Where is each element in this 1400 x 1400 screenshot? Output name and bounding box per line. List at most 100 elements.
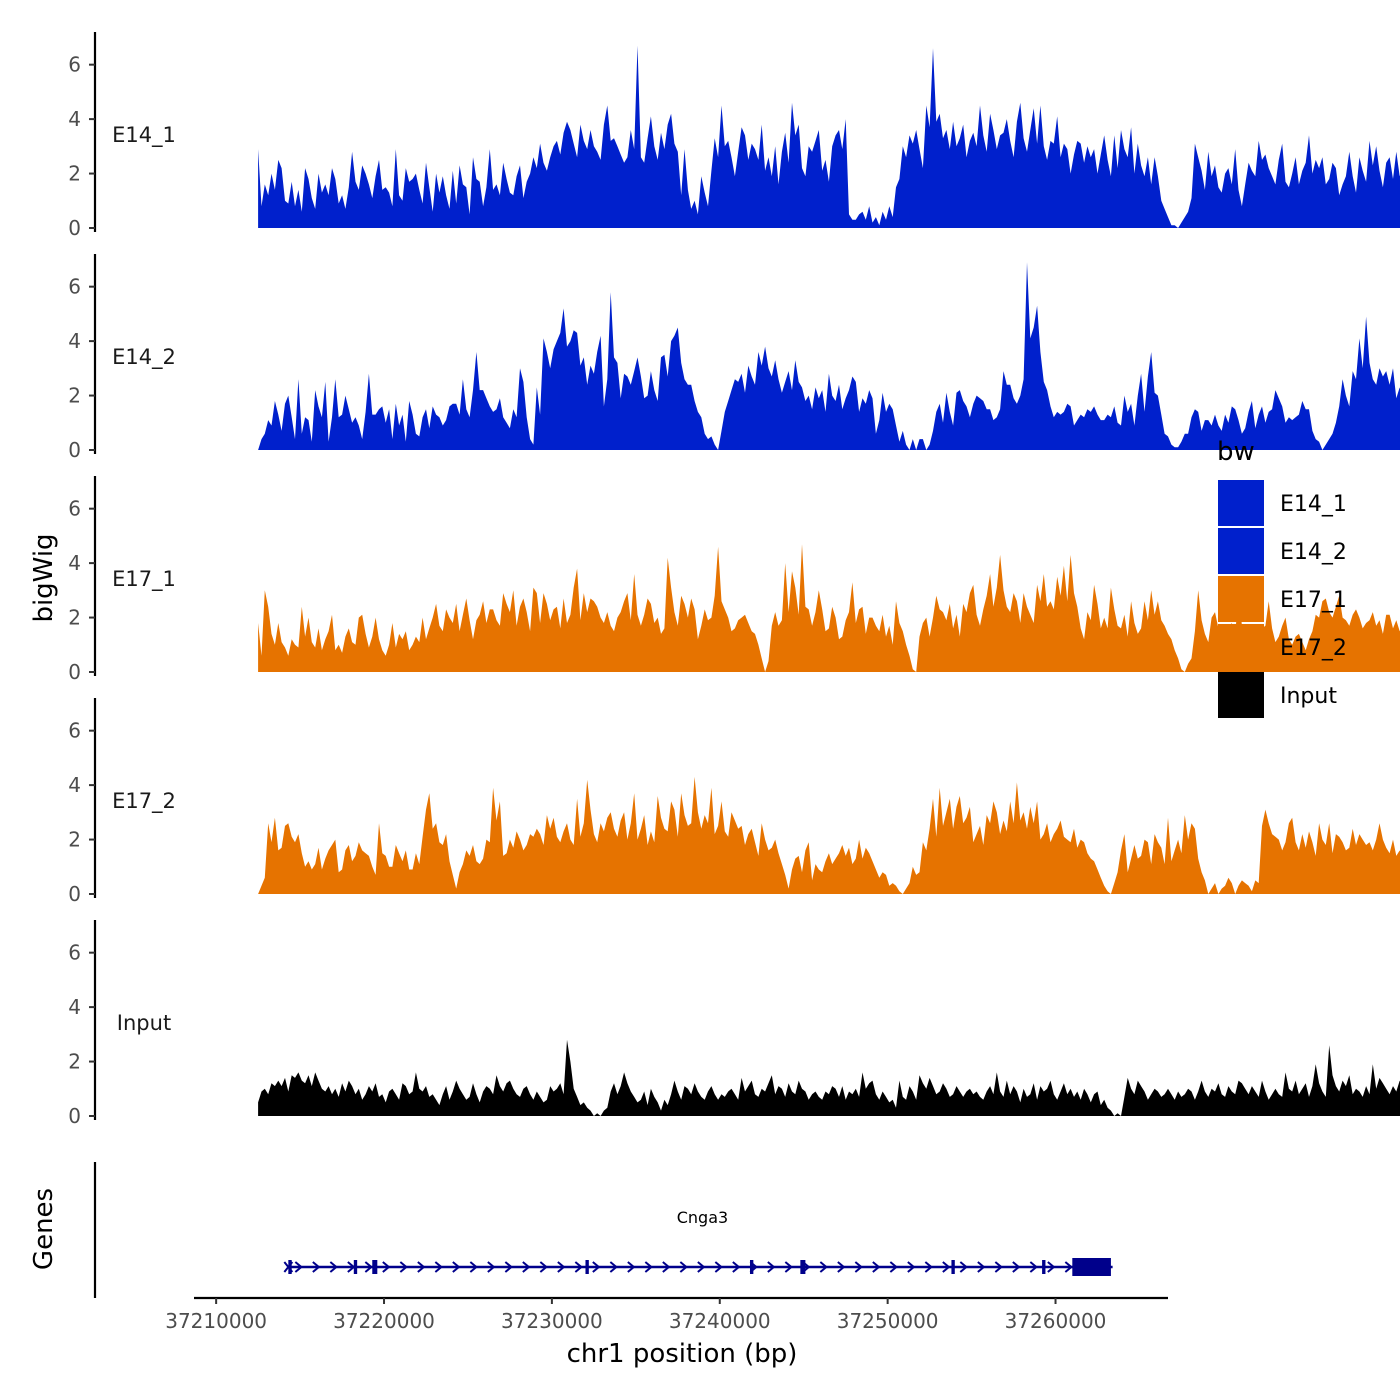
strand-arrow (942, 1261, 951, 1273)
gene-exon (372, 1260, 378, 1274)
y-tick-label: 0 (68, 882, 81, 906)
x-axis: 37210000 37220000 37230000 37240000 37250000… (165, 1296, 1168, 1333)
strand-arrow (714, 1261, 723, 1273)
track-label: E14_2 (112, 345, 176, 370)
y-tick-label: 6 (68, 497, 81, 521)
strand-arrow (469, 1261, 478, 1273)
track-label: E17_2 (112, 789, 176, 814)
x-tick-label: 37220000 (333, 1309, 435, 1333)
legend-label: E14_2 (1280, 540, 1347, 565)
strand-arrow (487, 1261, 496, 1273)
y-tick-label: 2 (68, 1050, 81, 1074)
x-tick-label: 37240000 (669, 1309, 771, 1333)
track-label: E17_1 (112, 567, 176, 592)
strand-arrow (1047, 1261, 1056, 1273)
legend-swatch-E17_1 (1218, 576, 1264, 622)
track-E17_1: 0 2 4 6 E17_1 (68, 476, 1400, 684)
y-tick-label: 4 (68, 329, 81, 353)
coverage-area-E17_2 (258, 776, 1400, 894)
gene-start-cross-icon (283, 1261, 294, 1273)
strand-arrow (399, 1261, 408, 1273)
y-axis-title: bigWig (29, 533, 59, 622)
gene-exon (1042, 1260, 1046, 1274)
y-tick-label: 4 (68, 995, 81, 1019)
track-E17_2: 0 2 4 6 E17_2 (68, 698, 1400, 906)
strand-arrow (679, 1261, 688, 1273)
x-tick-label: 37250000 (837, 1309, 939, 1333)
strand-arrow (889, 1261, 898, 1273)
gene-exon (951, 1260, 955, 1274)
strand-arrow (627, 1261, 636, 1273)
strand-arrow (872, 1261, 881, 1273)
strand-arrow (837, 1261, 846, 1273)
strand-arrow (364, 1261, 373, 1273)
strand-arrow (522, 1261, 531, 1273)
strand-arrow (417, 1261, 426, 1273)
y-tick-label: 0 (68, 1104, 81, 1128)
strand-arrow (924, 1261, 933, 1273)
genes-panel: Cnga3 (93, 1162, 1113, 1298)
legend-swatch-Input (1218, 672, 1264, 718)
strand-arrow (382, 1261, 391, 1273)
coverage-tracks: 0 2 4 6 E14_1 0 2 4 6 E14_2 0 2 4 6 E17_1 0 2 4 6 E17_2 0 2 4 6… (68, 32, 1400, 1128)
legend-swatch-E14_1 (1218, 480, 1264, 526)
strand-arrow (644, 1261, 653, 1273)
x-axis-title: chr1 position (bp) (567, 1339, 798, 1369)
strand-arrow (312, 1261, 321, 1273)
gene-exon (1072, 1258, 1111, 1276)
legend-swatch-E17_2 (1218, 624, 1264, 670)
y-tick-label: 0 (68, 438, 81, 462)
strand-arrow (697, 1261, 706, 1273)
y-tick-label: 4 (68, 773, 81, 797)
legend: bw E14_1 E14_2 E17_1 E17_2 Input (1217, 437, 1347, 718)
strand-arrow (1029, 1261, 1038, 1273)
y-tick-label: 0 (68, 660, 81, 684)
legend-label: E17_1 (1280, 588, 1347, 613)
y-tick-label: 0 (68, 216, 81, 240)
strand-arrow (907, 1261, 916, 1273)
y-tick-label: 2 (68, 828, 81, 852)
strand-arrow (1064, 1261, 1073, 1273)
strand-arrow (539, 1261, 548, 1273)
y-tick-label: 6 (68, 275, 81, 299)
coverage-area-E14_2 (258, 262, 1400, 450)
gene-name-label: Cnga3 (677, 1208, 728, 1227)
track-label: E14_1 (112, 123, 176, 148)
gene-exon (585, 1260, 589, 1274)
y-tick-label: 6 (68, 941, 81, 965)
strand-arrow (557, 1261, 566, 1273)
y-tick-label: 4 (68, 107, 81, 131)
x-tick-label: 37260000 (1005, 1309, 1107, 1333)
y-tick-label: 6 (68, 719, 81, 743)
strand-arrow (819, 1261, 828, 1273)
genes-axis-title: Genes (29, 1188, 59, 1270)
track-label: Input (117, 1011, 171, 1035)
legend-label: E14_1 (1280, 492, 1347, 517)
strand-arrow (452, 1261, 461, 1273)
legend-label: Input (1280, 684, 1337, 709)
gene-exon (749, 1260, 754, 1274)
y-tick-label: 4 (68, 551, 81, 575)
strand-arrow (504, 1261, 513, 1273)
strand-arrow (994, 1261, 1003, 1273)
track-E14_1: 0 2 4 6 E14_1 (68, 32, 1400, 240)
strand-arrow (732, 1261, 741, 1273)
coverage-area-Input (258, 1039, 1400, 1116)
x-tick-label: 37210000 (165, 1309, 267, 1333)
track-E14_2: 0 2 4 6 E14_2 (68, 254, 1400, 462)
strand-arrow (574, 1261, 583, 1273)
strand-arrow (592, 1261, 601, 1273)
track-Input: 0 2 4 6 Input (68, 920, 1400, 1128)
gene-exon (288, 1260, 292, 1274)
strand-arrow (662, 1261, 671, 1273)
legend-label: E17_2 (1280, 636, 1347, 661)
strand-arrow (294, 1261, 303, 1273)
y-tick-label: 2 (68, 162, 81, 186)
strand-arrow (784, 1261, 793, 1273)
y-tick-label: 6 (68, 53, 81, 77)
x-tick-label: 37230000 (501, 1309, 603, 1333)
legend-title: bw (1217, 437, 1255, 467)
strand-arrow (767, 1261, 776, 1273)
